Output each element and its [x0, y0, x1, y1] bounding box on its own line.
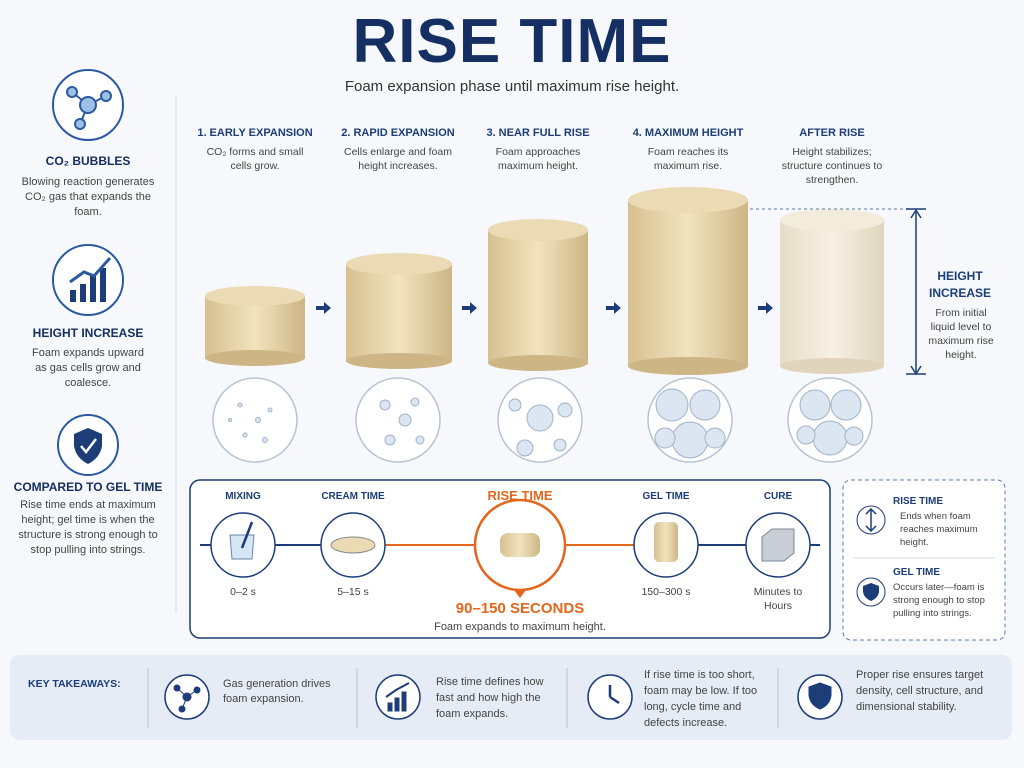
step-time: Minutes to Hours — [753, 586, 803, 612]
takeaway-text: Rise time defines how fast and how high … — [436, 676, 544, 720]
molecule-icon — [66, 86, 112, 130]
takeaways-band — [10, 655, 1012, 740]
step-label: GEL TIME — [642, 491, 690, 502]
stage-text: Foam reaches its maximum rise. — [647, 146, 729, 172]
step-label: CURE — [763, 491, 793, 502]
step-note: Foam expands to maximum height. — [434, 621, 606, 633]
stage-text: Height stabilizes; structure continues t… — [781, 146, 883, 186]
shield-icon — [74, 428, 102, 464]
subtitle: Foam expansion phase until maximum rise … — [344, 78, 680, 95]
legend-text: Occurs later—foam is strong enough to st… — [893, 582, 985, 619]
sidebar-text: Blowing reaction generates CO₂ gas that … — [21, 176, 155, 218]
stage-text: Cells enlarge and foam height increases. — [344, 146, 452, 172]
sidebar-title: COMPARED TO GEL TIME — [13, 480, 163, 494]
takeaway-glyphs — [173, 682, 832, 713]
legend-arrow — [865, 507, 877, 533]
stage-text: CO₂ forms and small cells grow. — [206, 146, 304, 172]
step-time: 0–2 s — [230, 586, 256, 598]
step-label: CREAM TIME — [321, 491, 385, 502]
legend-title: GEL TIME — [893, 567, 941, 578]
height-text: From initial liquid level to maximum ris… — [928, 307, 994, 361]
foam-samples — [205, 187, 884, 375]
bubbles — [228, 388, 864, 459]
sidebar-title: CO₂ BUBBLES — [45, 154, 131, 168]
growth-icon — [69, 257, 112, 302]
sidebar-text: Rise time ends at maximum height; gel ti… — [18, 499, 158, 556]
step-label: RISE TIME — [487, 488, 553, 503]
gel-foam — [654, 522, 678, 562]
sidebar-text: Foam expands upward as gas cells grow an… — [32, 347, 144, 389]
legend-text: Ends when foam reaches maximum height. — [900, 511, 978, 548]
step-time: 5–15 s — [337, 586, 369, 598]
rise-pointer — [514, 590, 526, 598]
rise-foam — [500, 533, 540, 557]
takeaway-text: If rise time is too short, foam may be l… — [644, 669, 758, 729]
sidebar-title: HEIGHT INCREASE — [32, 326, 144, 340]
title: RISE TIME — [352, 7, 672, 76]
cure-block — [761, 528, 795, 562]
stage-title: AFTER RISE — [799, 127, 865, 139]
takeaway-text: Proper rise ensures target density, cell… — [856, 669, 984, 713]
stirrer — [240, 521, 254, 549]
stage-title: 2. RAPID EXPANSION — [341, 127, 455, 139]
stage-arrows — [316, 302, 773, 314]
height-bracket — [750, 208, 926, 376]
legend-title: RISE TIME — [893, 496, 944, 507]
check — [80, 438, 97, 454]
takeaways-label: KEY TAKEAWAYS: — [28, 678, 121, 690]
stage-title: 4. MAXIMUM HEIGHT — [632, 127, 744, 139]
takeaway-dividers — [147, 668, 779, 728]
stage-text: Foam approaches maximum height. — [495, 146, 581, 172]
step-time: 90–150 SECONDS — [455, 600, 585, 617]
step-time: 150–300 s — [641, 586, 691, 598]
step-label: MIXING — [225, 491, 261, 502]
height-title: HEIGHT INCREASE — [928, 269, 991, 300]
cream-dish — [330, 536, 376, 554]
takeaway-text: Gas generation drives foam expansion. — [223, 678, 331, 705]
legend-shield — [863, 583, 879, 601]
stage-title: 3. NEAR FULL RISE — [486, 127, 590, 139]
stage-title: 1. EARLY EXPANSION — [197, 127, 313, 139]
